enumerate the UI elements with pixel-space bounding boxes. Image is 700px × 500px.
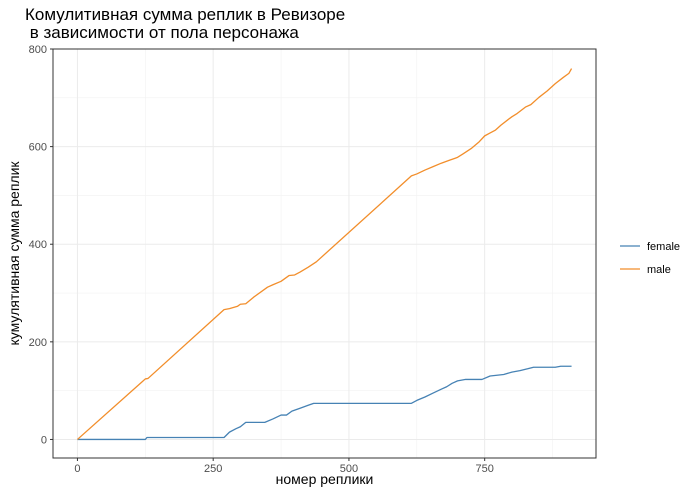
series-line-female <box>77 365 572 441</box>
y-tick-label: 0 <box>41 434 47 446</box>
y-axis-title: кумулятивная сумма реплик <box>6 161 22 346</box>
x-tick-label: 250 <box>204 463 222 475</box>
y-tick-label: 800 <box>29 44 47 56</box>
x-tick-label: 0 <box>74 463 80 475</box>
chart-title-line-1: Комулитивная сумма реплик в Ревизоре <box>25 5 345 24</box>
legend: female male <box>620 241 680 276</box>
series-lines <box>77 68 573 441</box>
y-tick-label: 200 <box>29 337 47 349</box>
plot-panel <box>53 49 596 458</box>
y-tick-label: 400 <box>29 239 47 251</box>
legend-label-female: female <box>647 241 680 253</box>
axis-ticks: 0 250 500 750 0 200 400 600 800 <box>29 44 494 475</box>
x-tick-label: 500 <box>340 463 358 475</box>
x-tick-label: 750 <box>476 463 494 475</box>
y-tick-label: 600 <box>29 142 47 154</box>
series-line-male <box>77 68 573 440</box>
chart-title-line-2: в зависимости от пола персонажа <box>25 23 299 42</box>
legend-label-male: male <box>647 264 671 276</box>
x-axis-title: номер реплики <box>276 471 374 487</box>
plot-border <box>52 48 597 459</box>
